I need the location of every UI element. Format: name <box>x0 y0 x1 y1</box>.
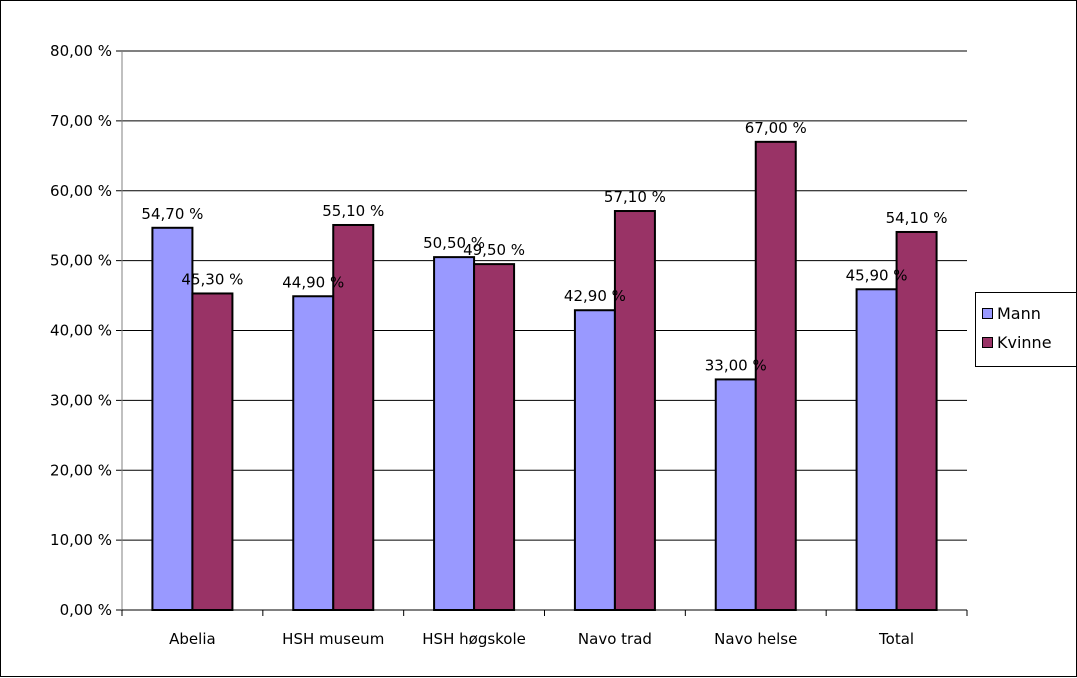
bar-kvinne <box>895 230 938 611</box>
y-tick-label: 10,00 % <box>50 531 112 549</box>
data-label-mann: 42,90 % <box>564 287 626 305</box>
bar-mann <box>292 295 335 611</box>
y-tick-label: 20,00 % <box>50 461 112 479</box>
y-tick-label: 30,00 % <box>50 391 112 409</box>
data-label-mann: 45,90 % <box>846 266 908 284</box>
y-tick-label: 80,00 % <box>50 42 112 60</box>
data-label-kvinne: 55,10 % <box>322 202 384 220</box>
x-tick-label: HSH høgskole <box>422 630 526 648</box>
legend-swatch <box>982 307 993 319</box>
bar-mann <box>433 256 476 611</box>
bar-kvinne <box>332 223 375 612</box>
y-tick-label: 50,00 % <box>50 252 112 270</box>
bar-kvinne <box>754 140 797 611</box>
legend-item-kvinne: Kvinne <box>982 332 1052 352</box>
x-tick-label: Navo trad <box>578 630 652 648</box>
legend: Mann Kvinne <box>975 292 1077 367</box>
y-tick-label: 70,00 % <box>50 112 112 130</box>
bar-mann <box>855 288 898 611</box>
bar-kvinne <box>473 263 516 611</box>
data-label-kvinne: 54,10 % <box>886 209 948 227</box>
y-tick-label: 0,00 % <box>60 601 112 619</box>
bar-mann <box>151 226 194 611</box>
x-tick-label: Navo helse <box>714 630 797 648</box>
bar-kvinne <box>613 210 656 611</box>
data-label-kvinne: 57,10 % <box>604 188 666 206</box>
data-label-mann: 54,70 % <box>141 205 203 223</box>
legend-item-mann: Mann <box>982 303 1041 323</box>
data-label-kvinne: 67,00 % <box>745 119 807 137</box>
bar-mann <box>573 309 616 611</box>
y-tick-label: 60,00 % <box>50 182 112 200</box>
x-tick-label: HSH museum <box>282 630 384 648</box>
x-tick-label: Total <box>878 630 914 648</box>
bar-kvinne <box>191 292 234 611</box>
legend-swatch <box>982 336 993 348</box>
x-tick-label: Abelia <box>169 630 216 648</box>
data-label-mann: 33,00 % <box>705 356 767 374</box>
data-label-mann: 44,90 % <box>282 273 344 291</box>
data-label-kvinne: 45,30 % <box>181 270 243 288</box>
bar-mann <box>714 378 757 611</box>
legend-label: Kvinne <box>997 332 1052 352</box>
legend-label: Mann <box>997 303 1041 323</box>
y-tick-label: 40,00 % <box>50 322 112 340</box>
data-label-mann: 50,50 % <box>423 234 485 252</box>
data-label-kvinne: 49,50 % <box>463 241 525 259</box>
